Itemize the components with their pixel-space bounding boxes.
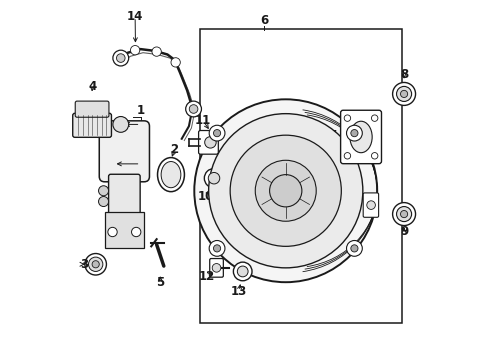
Bar	[104, 212, 144, 248]
Circle shape	[269, 175, 301, 207]
Text: 7: 7	[327, 129, 336, 142]
Text: 3: 3	[80, 258, 88, 271]
Circle shape	[88, 257, 102, 271]
Text: 11: 11	[195, 114, 211, 127]
Circle shape	[204, 168, 223, 188]
Circle shape	[366, 201, 375, 210]
FancyBboxPatch shape	[73, 113, 111, 137]
Circle shape	[346, 240, 362, 256]
Circle shape	[113, 50, 128, 66]
Circle shape	[392, 203, 415, 226]
Circle shape	[209, 125, 224, 141]
Text: 12: 12	[198, 270, 215, 283]
Ellipse shape	[161, 162, 181, 188]
Text: 4: 4	[88, 80, 96, 93]
Circle shape	[194, 99, 376, 282]
Text: 10: 10	[198, 190, 214, 203]
Circle shape	[213, 130, 220, 137]
FancyBboxPatch shape	[340, 110, 381, 164]
FancyBboxPatch shape	[209, 258, 223, 277]
FancyBboxPatch shape	[108, 174, 140, 215]
Text: 14: 14	[127, 10, 143, 23]
Circle shape	[396, 86, 411, 102]
Text: 1: 1	[136, 104, 144, 117]
FancyBboxPatch shape	[75, 101, 109, 117]
Circle shape	[208, 114, 362, 268]
Circle shape	[204, 136, 216, 148]
Circle shape	[185, 101, 201, 117]
Circle shape	[212, 264, 221, 272]
Circle shape	[233, 262, 251, 281]
Circle shape	[400, 90, 407, 98]
Circle shape	[189, 105, 198, 113]
Circle shape	[152, 47, 161, 56]
FancyBboxPatch shape	[363, 193, 378, 217]
Ellipse shape	[349, 121, 371, 153]
Circle shape	[396, 207, 411, 222]
Circle shape	[92, 261, 99, 268]
Circle shape	[209, 240, 224, 256]
Circle shape	[350, 245, 357, 252]
Circle shape	[85, 253, 106, 275]
Circle shape	[130, 45, 140, 55]
Circle shape	[208, 172, 219, 184]
Text: 6: 6	[260, 14, 268, 27]
Circle shape	[344, 153, 350, 159]
Circle shape	[113, 117, 128, 132]
Text: 13: 13	[230, 285, 247, 298]
Circle shape	[350, 130, 357, 137]
Circle shape	[131, 227, 141, 237]
Text: 2: 2	[170, 143, 178, 156]
Circle shape	[371, 115, 377, 121]
Circle shape	[344, 115, 350, 121]
Circle shape	[171, 58, 180, 67]
Circle shape	[400, 211, 407, 218]
Circle shape	[116, 54, 125, 62]
Bar	[199, 30, 402, 323]
Circle shape	[230, 135, 341, 246]
Circle shape	[213, 245, 220, 252]
Circle shape	[392, 82, 415, 105]
FancyBboxPatch shape	[198, 131, 218, 154]
Circle shape	[371, 153, 377, 159]
Circle shape	[108, 227, 117, 237]
Text: 8: 8	[399, 68, 407, 81]
Circle shape	[99, 197, 108, 207]
Circle shape	[237, 266, 247, 277]
Circle shape	[255, 160, 316, 221]
Ellipse shape	[157, 158, 184, 192]
Circle shape	[99, 186, 108, 196]
Circle shape	[346, 125, 362, 141]
Text: 5: 5	[156, 276, 164, 289]
FancyBboxPatch shape	[99, 121, 149, 182]
Text: 9: 9	[399, 225, 407, 238]
